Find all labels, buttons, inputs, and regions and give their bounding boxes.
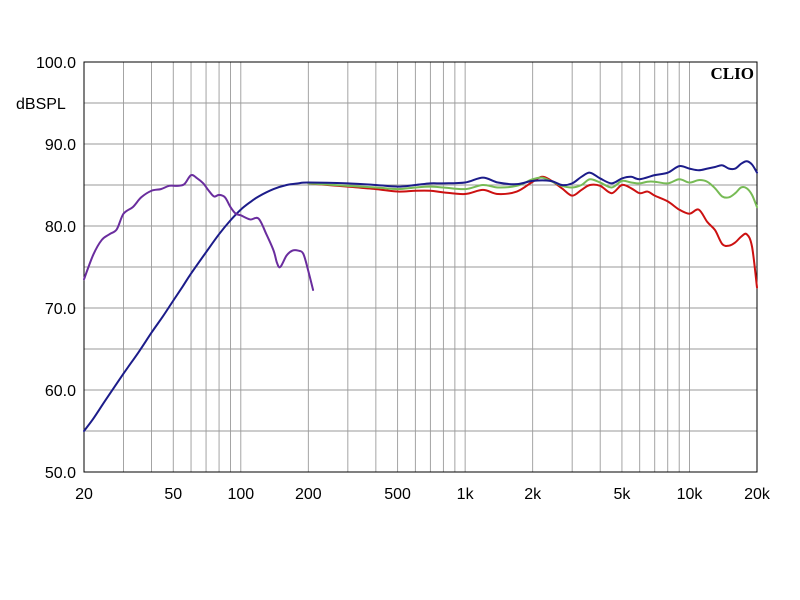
y-tick-labels: 100.0 90.0 80.0 70.0 60.0 50.0 xyxy=(36,55,76,482)
y-tick-label: 100.0 xyxy=(36,55,76,72)
series-line-4 xyxy=(83,173,315,291)
x-tick-label: 100 xyxy=(227,486,254,503)
series-line-3 xyxy=(83,160,758,432)
y-tick-label: 70.0 xyxy=(45,301,76,318)
y-tick-label: 90.0 xyxy=(45,137,76,154)
x-tick-label: 500 xyxy=(384,486,411,503)
grid-lines xyxy=(84,62,757,472)
plot-frame xyxy=(83,61,758,473)
y-tick-label: 60.0 xyxy=(45,383,76,400)
x-tick-label: 1k xyxy=(457,486,475,503)
x-tick-label: 2k xyxy=(524,486,542,503)
x-tick-label: 5k xyxy=(613,486,631,503)
series-layer xyxy=(83,160,758,432)
x-tick-label: 20k xyxy=(744,486,771,503)
clio-brand-label: CLIO xyxy=(711,64,754,83)
x-tick-label: 10k xyxy=(677,486,704,503)
y-axis-label: dBSPL xyxy=(16,96,66,113)
y-tick-label: 80.0 xyxy=(45,219,76,236)
x-tick-label: 50 xyxy=(164,486,182,503)
y-tick-label: 50.0 xyxy=(45,465,76,482)
series-line-2 xyxy=(307,176,758,209)
series-line-1 xyxy=(307,175,758,289)
x-tick-label: 200 xyxy=(295,486,322,503)
x-tick-label: 20 xyxy=(75,486,93,503)
x-tick-labels: 20 50 100 200 500 1k 2k 5k 10k 20k xyxy=(75,486,771,503)
